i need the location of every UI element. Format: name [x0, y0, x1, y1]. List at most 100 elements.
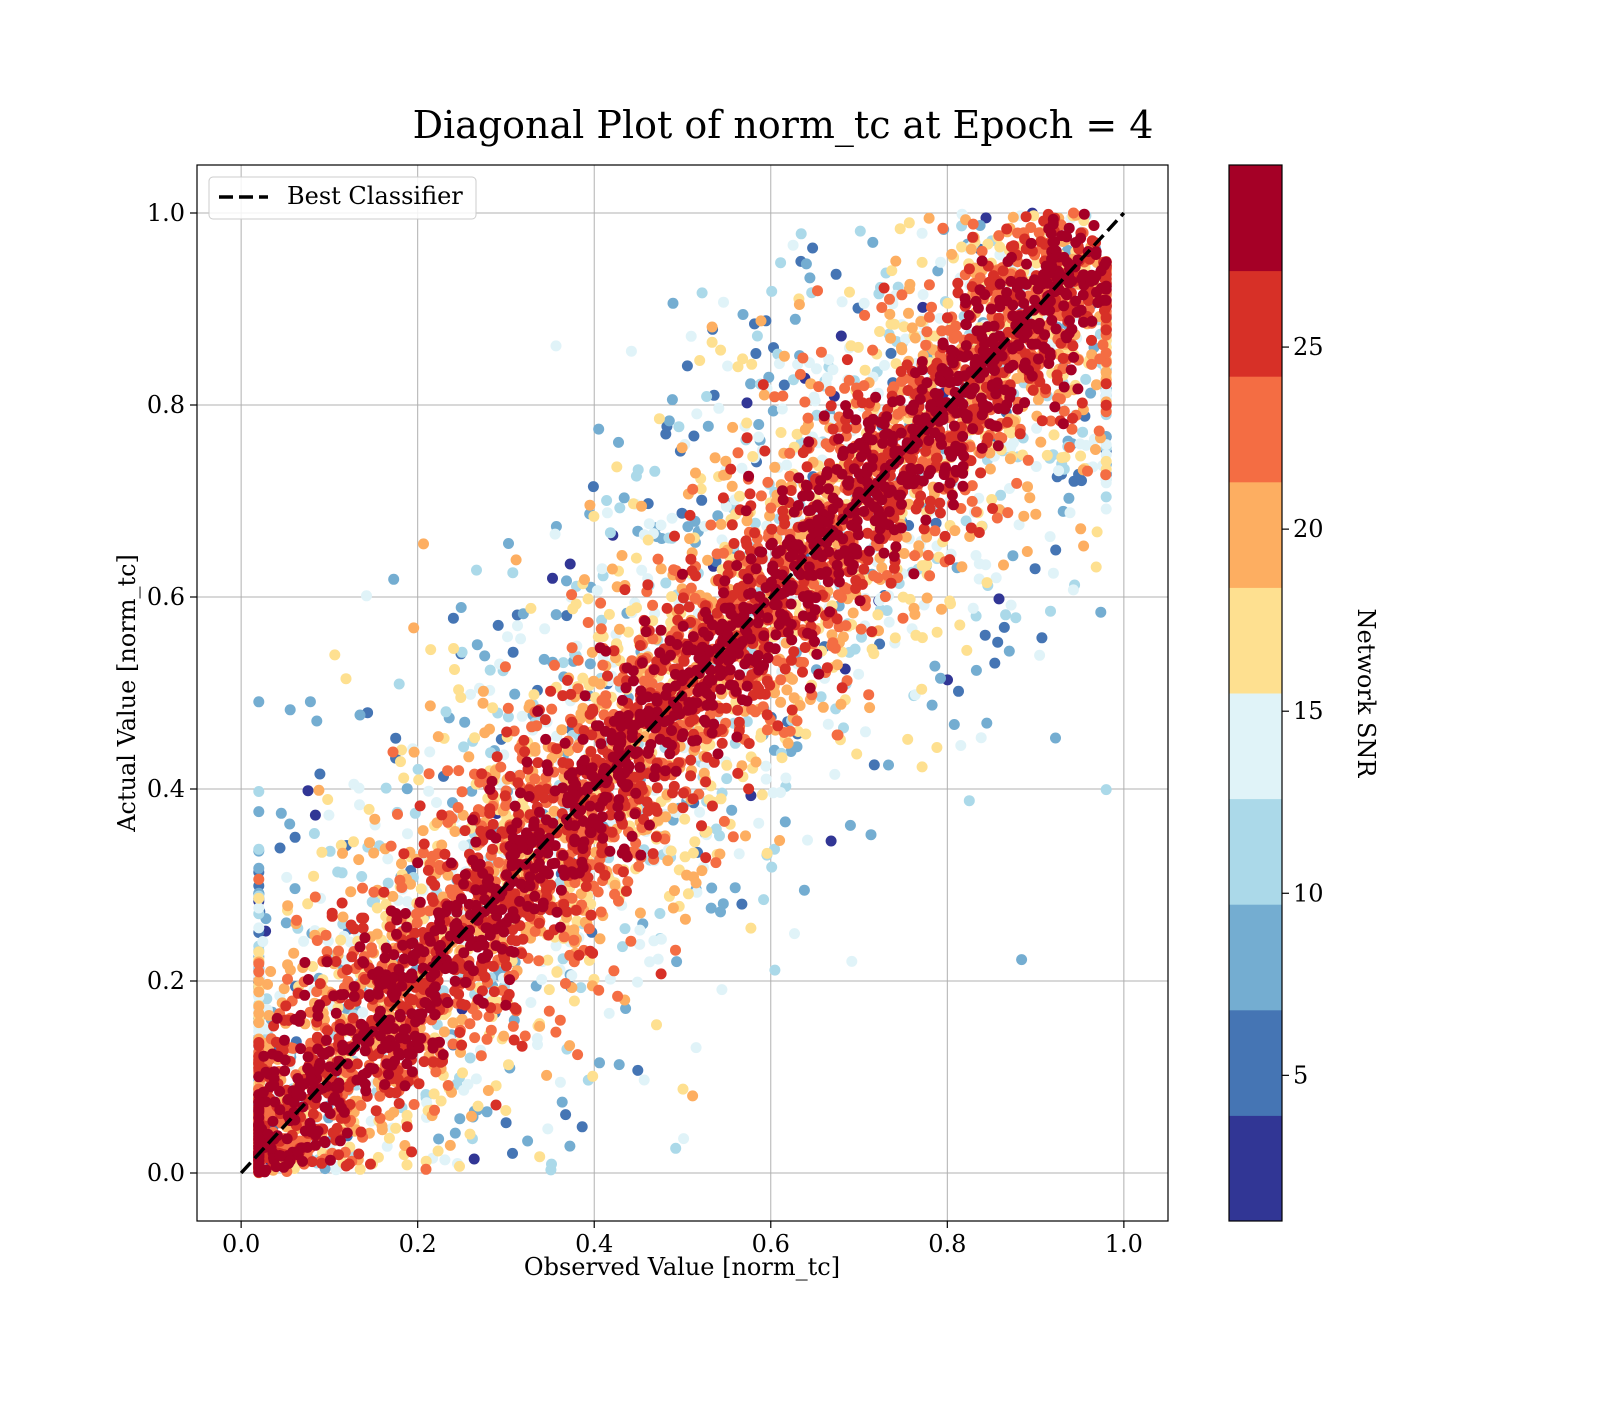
scatter-point: [742, 397, 753, 408]
scatter-point: [687, 484, 698, 495]
scatter-point: [678, 1084, 689, 1095]
scatter-point: [684, 601, 695, 612]
scatter-point: [595, 598, 606, 609]
scatter-point: [837, 296, 848, 307]
scatter-point: [500, 790, 511, 801]
scatter-point: [703, 421, 714, 432]
scatter-point: [450, 1128, 461, 1139]
scatter-point: [927, 700, 938, 711]
scatter-point: [290, 883, 301, 894]
scatter-point: [482, 1034, 493, 1045]
scatter-point: [690, 468, 701, 479]
scatter-point: [982, 577, 993, 588]
scatter-point: [357, 1007, 368, 1018]
scatter-point: [811, 363, 822, 374]
scatter-point: [752, 331, 763, 342]
scatter-point: [980, 630, 991, 641]
scatter-point: [800, 424, 811, 435]
scatter-point: [932, 627, 943, 638]
scatter-point: [930, 525, 941, 536]
scatter-point: [648, 848, 659, 859]
scatter-point: [1022, 546, 1033, 557]
scatter-point: [850, 644, 861, 655]
scatter-point: [1034, 650, 1045, 661]
scatter-point: [311, 716, 322, 727]
scatter-point: [902, 734, 913, 745]
scatter-point: [395, 756, 406, 767]
scatter-point: [842, 354, 853, 365]
scatter-point: [1021, 211, 1032, 222]
scatter-point: [686, 583, 697, 594]
scatter-point: [607, 564, 618, 575]
scatter-point: [924, 312, 935, 323]
scatter-point: [745, 378, 756, 389]
scatter-point: [867, 345, 878, 356]
scatter-point: [448, 613, 459, 624]
scatter-point: [361, 590, 372, 601]
scatter-point: [884, 294, 895, 305]
scatter-point: [1000, 609, 1011, 620]
scatter-point: [829, 769, 840, 780]
scatter-point: [705, 520, 716, 531]
scatter-point: [789, 928, 800, 939]
scatter-point: [619, 584, 630, 595]
scatter-point: [982, 432, 993, 443]
scatter-point: [666, 591, 677, 602]
scatter-point: [716, 984, 727, 995]
scatter-point: [1007, 550, 1018, 561]
scatter-point: [827, 637, 838, 648]
scatter-point: [799, 397, 810, 408]
scatter-point: [356, 1127, 367, 1138]
scatter-point: [910, 333, 921, 344]
scatter-point: [253, 893, 264, 904]
scatter-point: [456, 602, 467, 613]
scatter-point: [964, 795, 975, 806]
scatter-point: [381, 783, 392, 794]
scatter-point: [832, 659, 843, 670]
scatter-point: [949, 525, 960, 536]
scatter-point: [619, 492, 630, 503]
scatter-point: [594, 1057, 605, 1068]
scatter-point: [439, 1026, 450, 1037]
scatter-point: [507, 1148, 518, 1159]
scatter-point: [508, 647, 519, 658]
scatter-point: [836, 331, 847, 342]
scatter-point: [310, 892, 321, 903]
scatter-point: [253, 1001, 264, 1012]
scatter-point: [556, 724, 567, 735]
scatter-point: [279, 983, 290, 994]
scatter-point: [1042, 450, 1053, 461]
scatter-point: [551, 967, 562, 978]
scatter-point: [472, 1010, 483, 1021]
scatter-point: [643, 535, 654, 546]
scatter-point: [666, 846, 677, 857]
scatter-point: [551, 340, 562, 351]
scatter-point: [1045, 606, 1056, 617]
scatter-point: [448, 643, 459, 654]
scatter-point: [992, 637, 1003, 648]
scatter-point: [777, 752, 788, 763]
scatter-point: [662, 855, 673, 866]
scatter-point: [626, 605, 637, 616]
scatter-point: [427, 851, 438, 862]
scatter-point: [726, 805, 737, 816]
scatter-point: [465, 1129, 476, 1140]
scatter-point: [987, 503, 998, 514]
scatter-point: [631, 553, 642, 564]
scatter-point: [857, 397, 868, 408]
scatter-point: [751, 757, 762, 768]
scatter-point: [1018, 511, 1029, 522]
scatter-point: [860, 726, 871, 737]
scatter-point: [431, 797, 442, 808]
scatter-point: [1053, 465, 1064, 476]
scatter-point: [863, 689, 874, 700]
scatter-point: [541, 1070, 552, 1081]
scatter-point: [664, 415, 675, 426]
scatter-point: [281, 917, 292, 928]
scatter-point: [402, 1159, 413, 1170]
scatter-point: [737, 353, 748, 364]
scatter-point: [989, 658, 1000, 669]
scatter-point: [651, 831, 662, 842]
scatter-point: [366, 942, 377, 953]
scatter-point: [758, 894, 769, 905]
